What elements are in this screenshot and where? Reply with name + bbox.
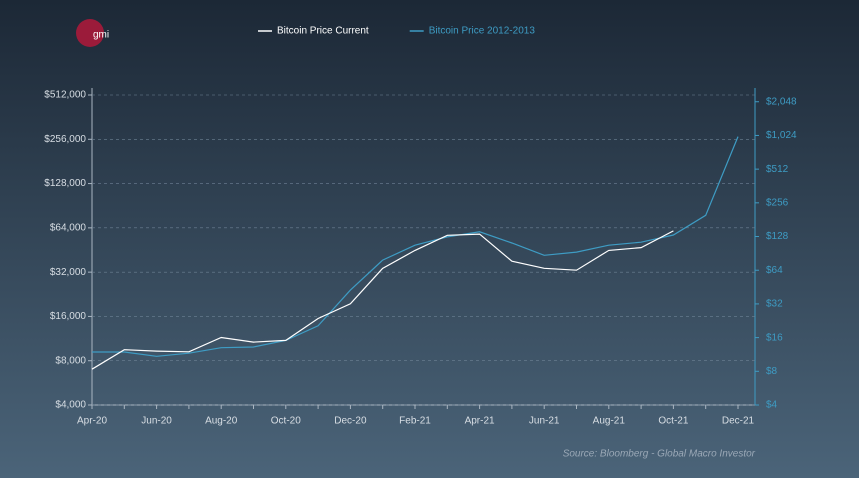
logo: gmi [93,30,109,41]
y2-tick-label: $256 [766,197,789,208]
y2-tick-label: $64 [766,265,783,276]
y2-tick-label: $128 [766,231,789,242]
x-tick-label: Aug-20 [205,416,238,427]
y-tick-label: $4,000 [55,400,86,411]
y-tick-label: $32,000 [50,267,87,278]
x-tick-label: Apr-21 [465,416,495,427]
y-tick-label: $256,000 [44,134,86,145]
x-tick-label: Dec-20 [334,416,367,427]
x-tick-label: Dec-21 [722,416,755,427]
y2-tick-label: $2,048 [766,96,797,107]
series-line [92,136,739,357]
legend-label: Bitcoin Price Current [277,26,369,37]
y2-tick-label: $4 [766,400,778,411]
x-tick-label: Feb-21 [399,416,431,427]
x-tick-label: Oct-20 [271,416,301,427]
source: Source: Bloomberg - Global Macro Investo… [563,449,756,460]
y2-tick-label: $8 [766,366,778,377]
legend-label: Bitcoin Price 2012-2013 [429,26,536,37]
y2-tick-label: $16 [766,332,783,343]
x-tick-label: Apr-20 [77,416,107,427]
x-tick-label: Jun-21 [529,416,560,427]
y2-tick-label: $512 [766,164,789,175]
series-line [91,230,674,370]
y-tick-label: $8,000 [55,355,86,366]
x-tick-label: Aug-21 [593,416,626,427]
y-tick-label: $512,000 [44,90,86,101]
y-tick-label: $128,000 [44,178,86,189]
y2-tick-label: $32 [766,299,783,310]
logo-circle [76,19,104,47]
x-tick-label: Jun-20 [141,416,172,427]
x-tick-label: Oct-21 [658,416,688,427]
y2-tick-label: $1,024 [766,130,797,141]
y-tick-label: $64,000 [50,222,87,233]
y-tick-label: $16,000 [50,311,87,322]
